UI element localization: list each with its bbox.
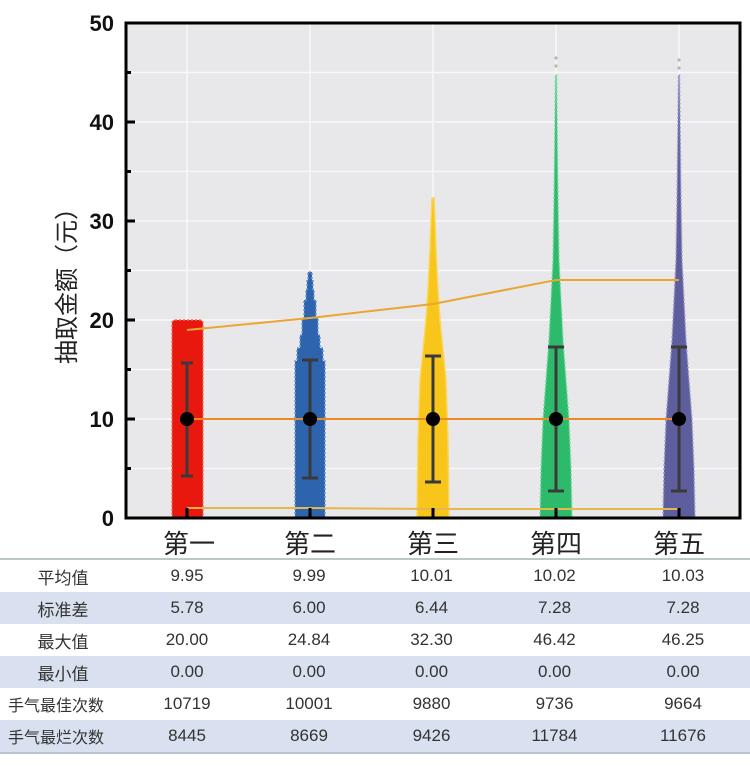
table-cell: 0.00 bbox=[493, 656, 616, 688]
table-bottom-border bbox=[0, 752, 750, 754]
table-cell: 10719 bbox=[126, 688, 248, 720]
ytick-30: 30 bbox=[90, 209, 114, 234]
table-cell: 9664 bbox=[616, 688, 750, 720]
row-label: 标准差 bbox=[0, 592, 126, 624]
table-cell: 46.42 bbox=[493, 624, 616, 656]
table-row-stddev: 标准差 5.78 6.00 6.44 7.28 7.28 bbox=[0, 592, 750, 624]
table-cell: 24.84 bbox=[248, 624, 370, 656]
table-cell: 6.44 bbox=[370, 592, 493, 624]
table-cell: 7.28 bbox=[616, 592, 750, 624]
mean-markers bbox=[180, 412, 686, 426]
table-cell: 0.00 bbox=[370, 656, 493, 688]
statistics-table: 平均值 9.95 9.99 10.01 10.02 10.03 标准差 5.78… bbox=[0, 560, 750, 752]
table-cell: 9880 bbox=[370, 688, 493, 720]
table-cell: 46.25 bbox=[616, 624, 750, 656]
table-cell: 0.00 bbox=[616, 656, 750, 688]
row-label: 手气最佳次数 bbox=[0, 688, 126, 720]
y-tick-labels: 0 10 20 30 40 50 bbox=[90, 11, 114, 531]
violin-chart: 0 10 20 30 40 50 抽取金额（元） 第一 第二 第三 第四 第五 bbox=[53, 11, 742, 560]
table-cell: 9.99 bbox=[248, 560, 370, 592]
table-cell: 10.03 bbox=[616, 560, 750, 592]
table-cell: 5.78 bbox=[126, 592, 248, 624]
ytick-40: 40 bbox=[90, 110, 114, 135]
ytick-50: 50 bbox=[90, 11, 114, 36]
table-cell: 7.28 bbox=[493, 592, 616, 624]
row-label: 手气最烂次数 bbox=[0, 720, 126, 752]
table-cell: 8669 bbox=[248, 720, 370, 752]
y-ticks bbox=[126, 71, 135, 470]
table-cell: 9426 bbox=[370, 720, 493, 752]
category-label-3: 第三 bbox=[407, 530, 459, 560]
category-label-1: 第一 bbox=[163, 530, 215, 560]
ytick-0: 0 bbox=[102, 506, 114, 531]
violin-fifth bbox=[662, 58, 696, 519]
row-label: 最大值 bbox=[0, 624, 126, 656]
table-cell: 11784 bbox=[493, 720, 616, 752]
table-cell: 0.00 bbox=[248, 656, 370, 688]
table-top-border bbox=[0, 558, 750, 560]
table-cell: 10.01 bbox=[370, 560, 493, 592]
table-cell: 10.02 bbox=[493, 560, 616, 592]
x-category-labels: 第一 第二 第三 第四 第五 bbox=[163, 530, 705, 560]
table-cell: 9736 bbox=[493, 688, 616, 720]
category-label-5: 第五 bbox=[653, 530, 705, 560]
table-cell: 11676 bbox=[616, 720, 750, 752]
category-label-4: 第四 bbox=[530, 530, 582, 560]
category-label-2: 第二 bbox=[284, 530, 336, 560]
table-row-min: 最小值 0.00 0.00 0.00 0.00 0.00 bbox=[0, 656, 750, 688]
table-cell: 8445 bbox=[126, 720, 248, 752]
ytick-10: 10 bbox=[90, 407, 114, 432]
row-label: 最小值 bbox=[0, 656, 126, 688]
table-cell: 10001 bbox=[248, 688, 370, 720]
violin-fourth bbox=[539, 56, 573, 519]
row-label: 平均值 bbox=[0, 560, 126, 592]
table-row-mean: 平均值 9.95 9.99 10.01 10.02 10.03 bbox=[0, 560, 750, 592]
table-row-max: 最大值 20.00 24.84 32.30 46.42 46.25 bbox=[0, 624, 750, 656]
table-row-worst-luck-count: 手气最烂次数 8445 8669 9426 11784 11676 bbox=[0, 720, 750, 752]
table-row-best-luck-count: 手气最佳次数 10719 10001 9880 9736 9664 bbox=[0, 688, 750, 720]
table-cell: 20.00 bbox=[126, 624, 248, 656]
ytick-20: 20 bbox=[90, 308, 114, 333]
table-cell: 6.00 bbox=[248, 592, 370, 624]
upper-trend-line bbox=[186, 279, 679, 331]
table-cell: 32.30 bbox=[370, 624, 493, 656]
table-cell: 0.00 bbox=[126, 656, 248, 688]
table-cell: 9.95 bbox=[126, 560, 248, 592]
y-axis-label: 抽取金额（元） bbox=[53, 196, 81, 364]
x-ticks bbox=[185, 508, 681, 518]
